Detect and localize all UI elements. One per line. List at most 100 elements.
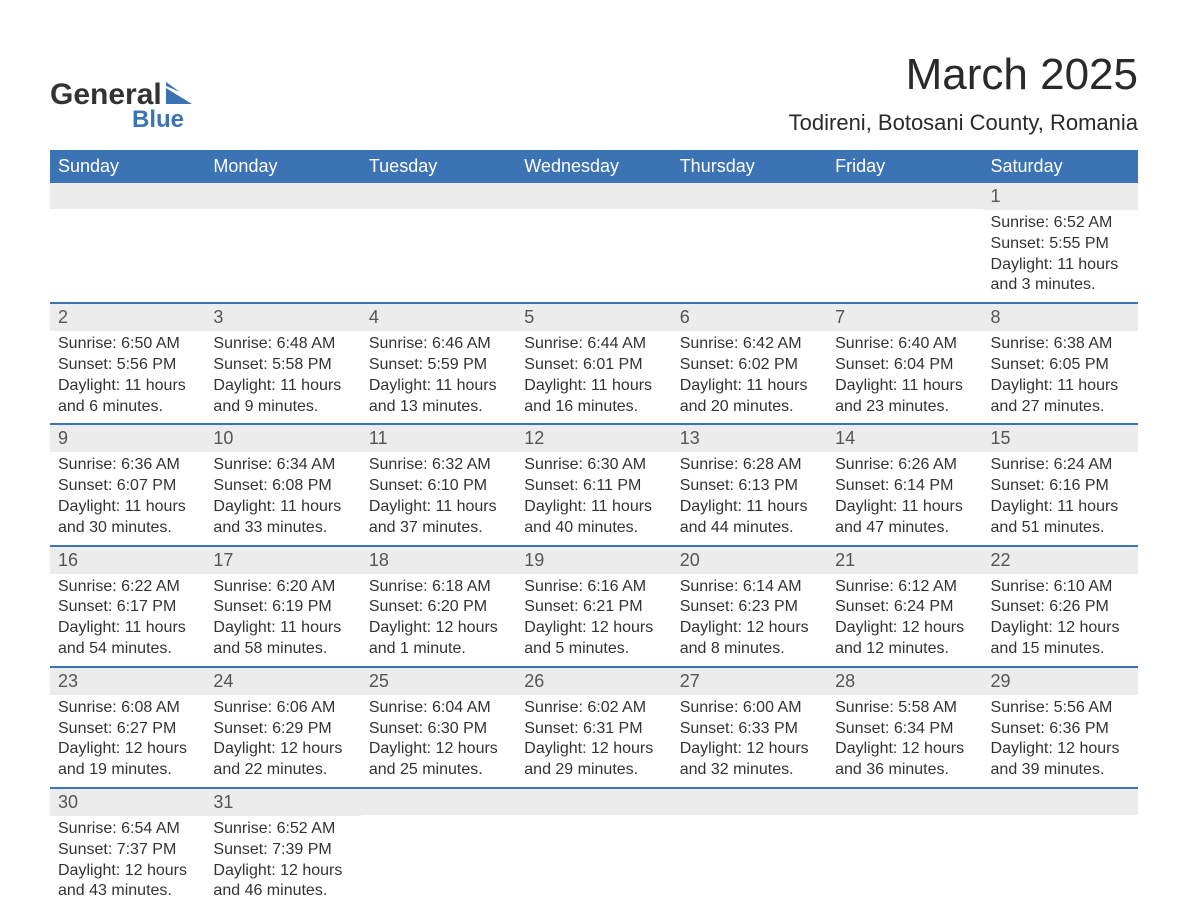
calendar-week-row: 2Sunrise: 6:50 AM Sunset: 5:56 PM Daylig…: [50, 303, 1138, 424]
calendar-day-cell: 6Sunrise: 6:42 AM Sunset: 6:02 PM Daylig…: [672, 303, 827, 424]
calendar-day-cell: 3Sunrise: 6:48 AM Sunset: 5:58 PM Daylig…: [205, 303, 360, 424]
calendar-day-cell: [827, 183, 982, 303]
day-details: Sunrise: 6:06 AM Sunset: 6:29 PM Dayligh…: [205, 695, 360, 787]
weekday-header: Friday: [827, 150, 982, 183]
weekday-header-row: Sunday Monday Tuesday Wednesday Thursday…: [50, 150, 1138, 183]
calendar-day-cell: 29Sunrise: 5:56 AM Sunset: 6:36 PM Dayli…: [983, 667, 1138, 788]
calendar-day-cell: 17Sunrise: 6:20 AM Sunset: 6:19 PM Dayli…: [205, 546, 360, 667]
header: General Blue March 2025 Todireni, Botosa…: [50, 50, 1138, 146]
weekday-header: Thursday: [672, 150, 827, 183]
calendar-week-row: 16Sunrise: 6:22 AM Sunset: 6:17 PM Dayli…: [50, 546, 1138, 667]
day-details: Sunrise: 6:08 AM Sunset: 6:27 PM Dayligh…: [50, 695, 205, 787]
calendar-day-cell: 28Sunrise: 5:58 AM Sunset: 6:34 PM Dayli…: [827, 667, 982, 788]
day-details: Sunrise: 6:10 AM Sunset: 6:26 PM Dayligh…: [983, 574, 1138, 666]
day-number: 16: [50, 547, 205, 574]
day-number: 25: [361, 668, 516, 695]
day-number: [361, 789, 516, 815]
calendar-day-cell: 9Sunrise: 6:36 AM Sunset: 6:07 PM Daylig…: [50, 424, 205, 545]
day-details: Sunrise: 6:04 AM Sunset: 6:30 PM Dayligh…: [361, 695, 516, 787]
logo-word2: Blue: [132, 106, 196, 134]
calendar-day-cell: 21Sunrise: 6:12 AM Sunset: 6:24 PM Dayli…: [827, 546, 982, 667]
calendar-day-cell: [672, 183, 827, 303]
title-block: March 2025 Todireni, Botosani County, Ro…: [789, 50, 1138, 146]
day-number: 29: [983, 668, 1138, 695]
day-number: [827, 789, 982, 815]
day-details: Sunrise: 6:54 AM Sunset: 7:37 PM Dayligh…: [50, 816, 205, 908]
calendar-day-cell: [827, 788, 982, 908]
day-details: Sunrise: 6:20 AM Sunset: 6:19 PM Dayligh…: [205, 574, 360, 666]
day-number: 26: [516, 668, 671, 695]
day-number: 8: [983, 304, 1138, 331]
calendar-day-cell: 11Sunrise: 6:32 AM Sunset: 6:10 PM Dayli…: [361, 424, 516, 545]
day-details: [983, 815, 1138, 895]
day-details: Sunrise: 6:44 AM Sunset: 6:01 PM Dayligh…: [516, 331, 671, 423]
day-number: 24: [205, 668, 360, 695]
calendar-day-cell: 2Sunrise: 6:50 AM Sunset: 5:56 PM Daylig…: [50, 303, 205, 424]
calendar-week-row: 9Sunrise: 6:36 AM Sunset: 6:07 PM Daylig…: [50, 424, 1138, 545]
day-details: [672, 209, 827, 289]
day-number: 31: [205, 789, 360, 816]
day-details: [516, 209, 671, 289]
calendar-day-cell: [361, 788, 516, 908]
calendar-day-cell: 8Sunrise: 6:38 AM Sunset: 6:05 PM Daylig…: [983, 303, 1138, 424]
calendar-day-cell: 10Sunrise: 6:34 AM Sunset: 6:08 PM Dayli…: [205, 424, 360, 545]
day-details: Sunrise: 6:52 AM Sunset: 5:55 PM Dayligh…: [983, 210, 1138, 302]
day-number: [672, 789, 827, 815]
day-details: Sunrise: 6:28 AM Sunset: 6:13 PM Dayligh…: [672, 452, 827, 544]
calendar-day-cell: [361, 183, 516, 303]
day-details: Sunrise: 6:40 AM Sunset: 6:04 PM Dayligh…: [827, 331, 982, 423]
day-details: Sunrise: 6:18 AM Sunset: 6:20 PM Dayligh…: [361, 574, 516, 666]
day-number: 17: [205, 547, 360, 574]
calendar-day-cell: 1Sunrise: 6:52 AM Sunset: 5:55 PM Daylig…: [983, 183, 1138, 303]
calendar-day-cell: 4Sunrise: 6:46 AM Sunset: 5:59 PM Daylig…: [361, 303, 516, 424]
day-number: 4: [361, 304, 516, 331]
day-details: Sunrise: 6:42 AM Sunset: 6:02 PM Dayligh…: [672, 331, 827, 423]
day-number: [827, 183, 982, 209]
day-number: [205, 183, 360, 209]
calendar-day-cell: 26Sunrise: 6:02 AM Sunset: 6:31 PM Dayli…: [516, 667, 671, 788]
calendar-day-cell: [516, 183, 671, 303]
day-number: 11: [361, 425, 516, 452]
calendar-day-cell: 18Sunrise: 6:18 AM Sunset: 6:20 PM Dayli…: [361, 546, 516, 667]
calendar-day-cell: 19Sunrise: 6:16 AM Sunset: 6:21 PM Dayli…: [516, 546, 671, 667]
day-number: 13: [672, 425, 827, 452]
calendar-day-cell: 20Sunrise: 6:14 AM Sunset: 6:23 PM Dayli…: [672, 546, 827, 667]
day-number: 30: [50, 789, 205, 816]
day-number: 5: [516, 304, 671, 331]
calendar-day-cell: [516, 788, 671, 908]
day-details: Sunrise: 6:32 AM Sunset: 6:10 PM Dayligh…: [361, 452, 516, 544]
page-title: March 2025: [789, 50, 1138, 100]
calendar-day-cell: 24Sunrise: 6:06 AM Sunset: 6:29 PM Dayli…: [205, 667, 360, 788]
calendar-day-cell: 30Sunrise: 6:54 AM Sunset: 7:37 PM Dayli…: [50, 788, 205, 908]
calendar-body: 1Sunrise: 6:52 AM Sunset: 5:55 PM Daylig…: [50, 183, 1138, 908]
day-details: Sunrise: 6:12 AM Sunset: 6:24 PM Dayligh…: [827, 574, 982, 666]
day-number: [516, 183, 671, 209]
day-number: 7: [827, 304, 982, 331]
day-details: Sunrise: 6:50 AM Sunset: 5:56 PM Dayligh…: [50, 331, 205, 423]
calendar-table: Sunday Monday Tuesday Wednesday Thursday…: [50, 150, 1138, 908]
day-details: Sunrise: 6:30 AM Sunset: 6:11 PM Dayligh…: [516, 452, 671, 544]
day-number: 12: [516, 425, 671, 452]
day-details: [50, 209, 205, 289]
day-details: Sunrise: 6:26 AM Sunset: 6:14 PM Dayligh…: [827, 452, 982, 544]
day-number: 19: [516, 547, 671, 574]
day-number: [361, 183, 516, 209]
day-details: [516, 815, 671, 895]
calendar-day-cell: 27Sunrise: 6:00 AM Sunset: 6:33 PM Dayli…: [672, 667, 827, 788]
logo: General Blue: [50, 50, 196, 134]
calendar-day-cell: [672, 788, 827, 908]
day-number: 14: [827, 425, 982, 452]
day-details: Sunrise: 6:02 AM Sunset: 6:31 PM Dayligh…: [516, 695, 671, 787]
day-number: 18: [361, 547, 516, 574]
calendar-day-cell: 7Sunrise: 6:40 AM Sunset: 6:04 PM Daylig…: [827, 303, 982, 424]
day-details: Sunrise: 6:34 AM Sunset: 6:08 PM Dayligh…: [205, 452, 360, 544]
calendar-day-cell: [983, 788, 1138, 908]
calendar-week-row: 23Sunrise: 6:08 AM Sunset: 6:27 PM Dayli…: [50, 667, 1138, 788]
calendar-day-cell: 23Sunrise: 6:08 AM Sunset: 6:27 PM Dayli…: [50, 667, 205, 788]
calendar-day-cell: 14Sunrise: 6:26 AM Sunset: 6:14 PM Dayli…: [827, 424, 982, 545]
calendar-day-cell: 12Sunrise: 6:30 AM Sunset: 6:11 PM Dayli…: [516, 424, 671, 545]
day-details: [827, 209, 982, 289]
day-details: Sunrise: 6:22 AM Sunset: 6:17 PM Dayligh…: [50, 574, 205, 666]
page-subtitle: Todireni, Botosani County, Romania: [789, 110, 1138, 136]
calendar-day-cell: 15Sunrise: 6:24 AM Sunset: 6:16 PM Dayli…: [983, 424, 1138, 545]
